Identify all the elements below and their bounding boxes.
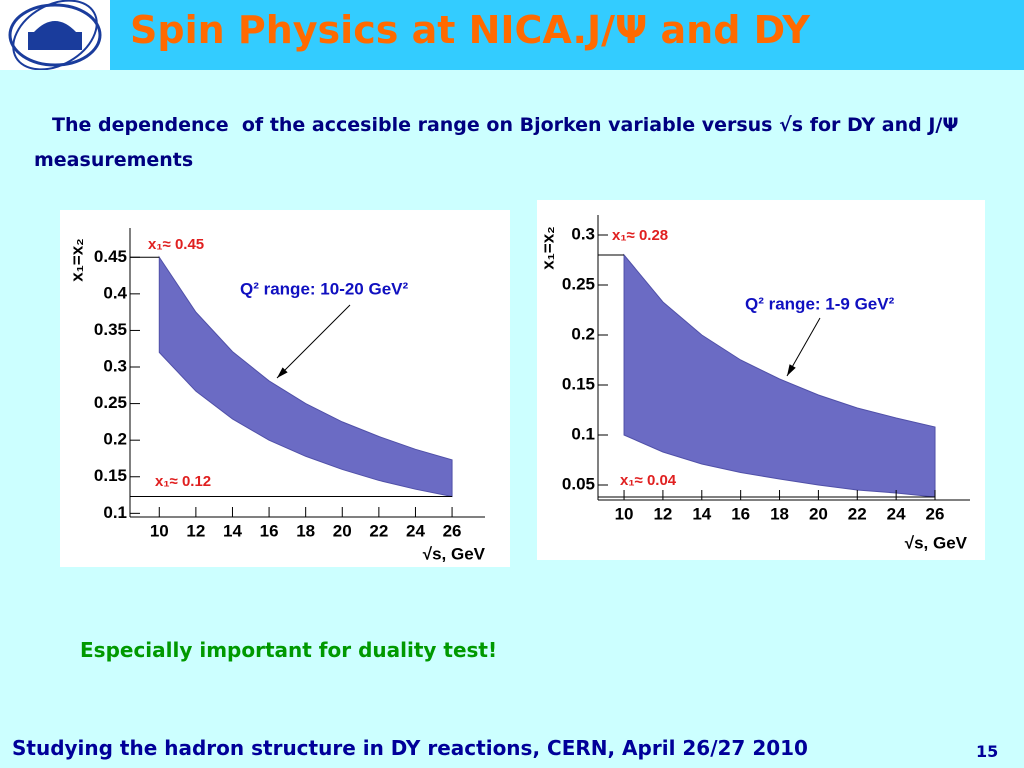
x-tick-label: 16 [260,521,279,540]
annotation: x₁≈ 0.28 [612,227,668,244]
y-tick-label: 0.2 [571,324,595,343]
y-axis-label: x₁=x₂ [538,226,557,269]
logo [0,0,110,71]
x-tick-label: 26 [443,521,462,540]
annotation: x₁≈ 0.45 [148,236,204,253]
x-axis-label: √s, GeV [905,533,968,552]
arrow-head [277,367,288,378]
note-text: Especially important for duality test! [80,638,498,662]
x-tick-label: 14 [692,504,711,523]
intro-text: The dependence of the accesible range on… [34,114,972,171]
annotation: Q² range: 1-9 GeV² [745,294,895,313]
x-tick-label: 26 [926,504,945,523]
annotation: x₁≈ 0.12 [155,473,211,490]
x-tick-label: 22 [369,521,388,540]
arrow-line [276,304,351,379]
x-tick-label: 20 [809,504,828,523]
header-bar [0,0,1024,70]
y-tick-label: 0.2 [103,430,127,449]
x-tick-label: 14 [223,521,242,540]
y-tick-label: 0.25 [94,393,127,412]
x-tick-label: 24 [406,521,425,540]
annotation: Q² range: 10-20 GeV² [240,279,409,298]
chart: 0.1 0.15 0.2 0.25 0.3 0.35 0.4 0.45 10 12 14 16 18 20… [60,210,510,567]
chart: 0.05 0.1 0.15 0.2 0.25 0.3 10 12 14 16 18 20 22 24 26 √… [537,200,985,560]
x-tick-label: 20 [333,521,352,540]
band [623,253,936,498]
y-tick-label: 0.15 [562,374,595,393]
y-tick-label: 0.35 [94,320,127,339]
y-tick-label: 0.1 [103,503,127,522]
y-tick-label: 0.3 [103,356,127,375]
x-tick-label: 22 [848,504,867,523]
x-tick-label: 12 [653,504,672,523]
x-tick-label: 12 [186,521,205,540]
x-tick-label: 10 [615,504,634,523]
x-tick-label: 24 [887,504,906,523]
arrow-head [787,364,796,376]
y-tick-label: 0.1 [571,424,595,443]
y-tick-label: 0.25 [562,274,595,293]
x-tick-label: 16 [731,504,750,523]
y-tick-label: 0.05 [562,474,595,493]
footer-text: Studying the hadron structure in DY reac… [12,736,808,760]
slide-title: Spin Physics at NICA.J/Ψ and DY [130,8,810,52]
y-tick-label: 0.45 [94,247,127,266]
y-tick-label: 0.15 [94,466,127,485]
y-tick-label: 0.3 [571,224,595,243]
page-number: 15 [976,742,999,761]
x-tick-label: 18 [770,504,789,523]
y-axis-label: x₁=x₂ [67,238,86,281]
logo-icon [8,0,102,71]
annotation: x₁≈ 0.04 [620,472,677,489]
y-tick-label: 0.4 [103,283,127,302]
x-axis-label: √s, GeV [423,544,486,563]
x-tick-label: 18 [296,521,315,540]
x-tick-label: 10 [150,521,169,540]
